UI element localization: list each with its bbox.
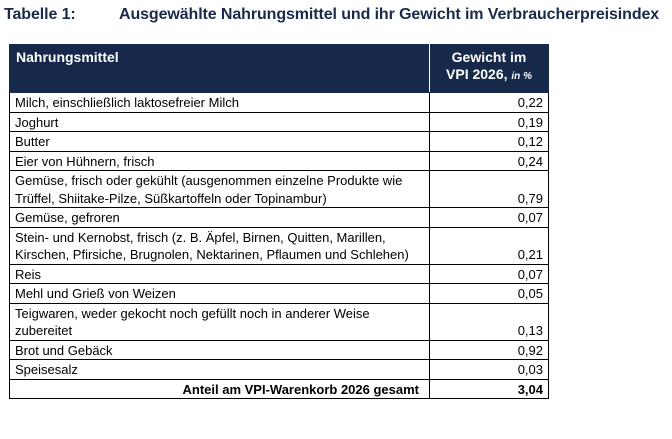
food-name: Stein- und Kernobst, frisch (z. B. Äpfel… [9, 226, 430, 265]
food-weight: 0,92 [429, 339, 549, 360]
total-value: 3,04 [429, 378, 549, 399]
food-name: Brot und Gebäck [9, 339, 430, 360]
food-weight: 0,22 [429, 92, 549, 113]
food-weight-table: Nahrungsmittel Gewicht im VPI 2026, in %… [9, 44, 549, 399]
food-name: Gemüse, gefroren [9, 207, 430, 228]
food-weight: 0,12 [429, 131, 549, 152]
total-row: Anteil am VPI-Warenkorb 2026 gesamt 3,04 [9, 378, 549, 399]
food-name: Milch, einschließlich laktosefreier Milc… [9, 92, 430, 113]
table-header-row: Nahrungsmittel Gewicht im VPI 2026, in % [9, 44, 549, 93]
total-label: Anteil am VPI-Warenkorb 2026 gesamt [9, 378, 430, 399]
table-caption: Tabelle 1: Ausgewählte Nahrungsmittel und… [4, 6, 672, 24]
food-name: Joghurt [9, 111, 430, 132]
table-row: Teigwaren, weder gekocht noch gefüllt no… [9, 302, 549, 341]
food-weight: 0,21 [429, 226, 549, 265]
food-name: Eier von Hühnern, frisch [9, 150, 430, 171]
food-weight: 0,13 [429, 302, 549, 341]
header-weight-line2: VPI 2026, [446, 66, 508, 82]
table-row: Speisesalz 0,03 [9, 359, 549, 380]
header-food: Nahrungsmittel [9, 44, 430, 93]
header-weight-line1: Gewicht im [451, 49, 527, 65]
food-weight: 0,79 [429, 170, 549, 208]
food-weight: 0,05 [429, 283, 549, 304]
food-name: Gemüse, frisch oder gekühlt (ausgenommen… [9, 170, 430, 208]
food-name: Butter [9, 131, 430, 152]
table-row: Eier von Hühnern, frisch 0,24 [9, 150, 549, 171]
table-row: Brot und Gebäck 0,92 [9, 339, 549, 360]
table-row: Butter 0,12 [9, 131, 549, 152]
food-weight: 0,07 [429, 263, 549, 284]
header-weight: Gewicht im VPI 2026, in % [429, 44, 549, 93]
table-row: Joghurt 0,19 [9, 111, 549, 132]
food-weight: 0,07 [429, 207, 549, 228]
food-name: Mehl und Grieß von Weizen [9, 283, 430, 304]
food-name: Reis [9, 263, 430, 284]
table-row: Milch, einschließlich laktosefreier Milc… [9, 92, 549, 113]
food-name: Teigwaren, weder gekocht noch gefüllt no… [9, 302, 430, 341]
header-weight-unit: in % [511, 71, 532, 82]
food-name: Speisesalz [9, 359, 430, 380]
food-weight: 0,19 [429, 111, 549, 132]
table-row: Gemüse, frisch oder gekühlt (ausgenommen… [9, 170, 549, 208]
table-row: Gemüse, gefroren 0,07 [9, 207, 549, 228]
table-row: Mehl und Grieß von Weizen 0,05 [9, 283, 549, 304]
caption-number: Tabelle 1: [4, 6, 76, 23]
table-row: Stein- und Kernobst, frisch (z. B. Äpfel… [9, 226, 549, 265]
table-row: Reis 0,07 [9, 263, 549, 284]
food-weight: 0,03 [429, 359, 549, 380]
caption-title: Ausgewählte Nahrungsmittel und ihr Gewic… [119, 6, 660, 23]
food-weight: 0,24 [429, 150, 549, 171]
